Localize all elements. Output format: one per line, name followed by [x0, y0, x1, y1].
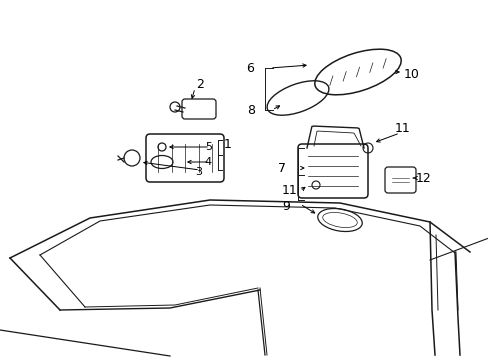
Text: 11: 11: [282, 184, 297, 198]
Text: 3: 3: [195, 167, 202, 177]
Text: 10: 10: [403, 68, 419, 81]
Text: 6: 6: [245, 62, 253, 75]
Text: 8: 8: [246, 104, 254, 117]
Text: 12: 12: [415, 171, 431, 184]
Text: 4: 4: [204, 157, 212, 167]
Text: 11: 11: [394, 122, 410, 135]
Text: 9: 9: [282, 199, 289, 212]
Text: 5: 5: [204, 142, 212, 152]
Text: 1: 1: [224, 138, 231, 150]
Text: 7: 7: [278, 162, 285, 175]
Text: 2: 2: [196, 77, 203, 90]
